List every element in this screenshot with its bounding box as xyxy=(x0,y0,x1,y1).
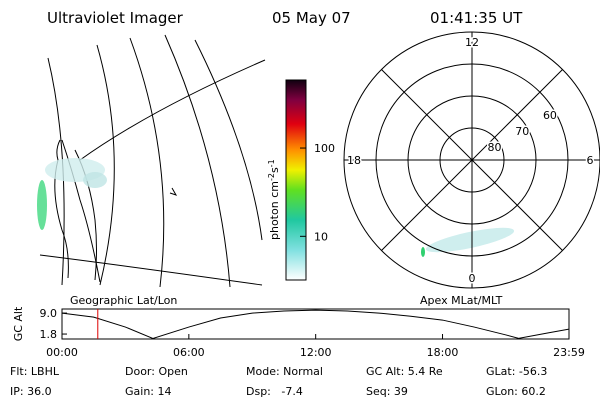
status-field: GC Alt: 5.4 Re xyxy=(366,365,443,378)
polar-ring xyxy=(375,63,569,257)
colorbar-label: photon cm-2s-1 xyxy=(267,159,281,240)
ring-label: 70 xyxy=(515,125,529,138)
colorbar-unit: photon cm xyxy=(268,181,281,240)
polar-ring xyxy=(439,127,505,193)
x-tick-label: 06:00 xyxy=(173,346,205,359)
status-field: GLon: 60.2 xyxy=(486,385,546,398)
status-field: Flt: LBHL xyxy=(10,365,60,378)
time: 01:41:35 UT xyxy=(430,9,523,27)
x-tick-label: 12:00 xyxy=(300,346,332,359)
status-field: Dsp: -7.4 xyxy=(246,385,303,398)
title: Ultraviolet Imager xyxy=(47,9,184,27)
colorbar-unit: s xyxy=(268,167,281,173)
mlt-label: 0 xyxy=(469,272,476,285)
footer: Flt: LBHL Door: Open Mode: Normal GC Alt: 5… xyxy=(10,365,547,398)
status-field: IP: 36.0 xyxy=(10,385,52,398)
y-tick-label: 1.8 xyxy=(40,328,58,341)
status-field: GLat: -56.3 xyxy=(486,365,547,378)
colorbar-exp: -1 xyxy=(267,159,276,167)
panel-label: Apex MLat/MLT xyxy=(420,294,503,307)
colorbar-exp: -2 xyxy=(267,173,276,181)
x-tick-label: 00:00 xyxy=(46,346,78,359)
polar-ring xyxy=(407,95,537,225)
aurora-polar xyxy=(421,227,515,257)
date: 05 May 07 xyxy=(272,9,351,27)
y-tick-label: 9.0 xyxy=(40,307,58,320)
altitude-line xyxy=(61,309,570,339)
mlt-label: 18 xyxy=(347,154,361,167)
colorbar xyxy=(285,79,307,281)
status-field: Seq: 39 xyxy=(366,385,408,398)
x-tick-label: 18:00 xyxy=(427,346,459,359)
aurora-map xyxy=(37,158,107,230)
status-field: Door: Open xyxy=(125,365,188,378)
colorbar-tick-label: 100 xyxy=(314,142,335,155)
ring-label: 80 xyxy=(488,141,502,154)
panel-label: Geographic Lat/Lon xyxy=(70,294,177,307)
ring-label: 60 xyxy=(543,109,557,122)
y-axis-label: GC Alt xyxy=(12,306,25,341)
mlt-label: 6 xyxy=(587,154,594,167)
x-tick-label: 23:59 xyxy=(553,346,585,359)
status-field: Gain: 14 xyxy=(125,385,172,398)
mlt-label: 12 xyxy=(465,36,479,49)
map-panel xyxy=(39,34,266,288)
status-field: Mode: Normal xyxy=(246,365,323,378)
colorbar-tick-label: 10 xyxy=(314,230,328,243)
